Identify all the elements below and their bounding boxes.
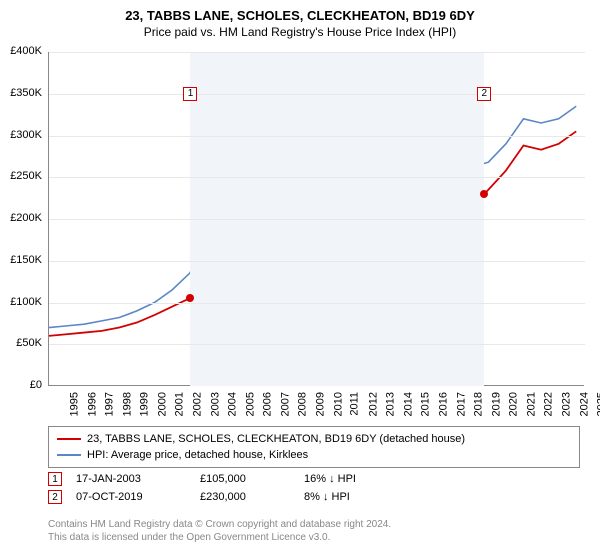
footer-attribution: Contains HM Land Registry data © Crown c…	[48, 518, 391, 544]
xtick-label: 2016	[438, 392, 450, 416]
xtick-label: 1998	[121, 392, 133, 416]
legend-box: 23, TABBS LANE, SCHOLES, CLECKHEATON, BD…	[48, 426, 580, 468]
xtick-label: 2018	[473, 392, 485, 416]
xtick-label: 2008	[297, 392, 309, 416]
legend-row: HPI: Average price, detached house, Kirk…	[57, 447, 571, 463]
xtick-label: 2020	[508, 392, 520, 416]
sale-marker-dot	[480, 190, 488, 198]
ytick-label: £250K	[0, 170, 42, 182]
xtick-label: 2017	[455, 392, 467, 416]
marker-delta: 16% ↓ HPI	[304, 473, 356, 485]
chart-titles: 23, TABBS LANE, SCHOLES, CLECKHEATON, BD…	[0, 0, 600, 39]
xtick-label: 2012	[367, 392, 379, 416]
title-sub: Price paid vs. HM Land Registry's House …	[0, 25, 600, 39]
legend-swatch	[57, 438, 81, 440]
gridline	[49, 344, 585, 345]
footer-line1: Contains HM Land Registry data © Crown c…	[48, 518, 391, 531]
xtick-label: 1995	[68, 392, 80, 416]
xtick-label: 2013	[385, 392, 397, 416]
footer-line2: This data is licensed under the Open Gov…	[48, 531, 391, 544]
xtick-label: 2025	[596, 392, 600, 416]
gridline	[49, 52, 585, 53]
marker-table: 1 17-JAN-2003 £105,000 16% ↓ HPI 2 07-OCT-201…	[48, 472, 584, 508]
xtick-label: 2011	[349, 392, 361, 416]
xtick-label: 1999	[139, 392, 151, 416]
xtick-label: 2009	[315, 392, 327, 416]
ytick-label: £100K	[0, 296, 42, 308]
chart-container: 23, TABBS LANE, SCHOLES, CLECKHEATON, BD…	[0, 0, 600, 560]
xtick-label: 2001	[174, 392, 186, 416]
xtick-label: 2000	[156, 392, 168, 416]
legend-label: HPI: Average price, detached house, Kirk…	[87, 447, 308, 463]
xtick-label: 2023	[561, 392, 573, 416]
xtick-label: 1997	[104, 392, 116, 416]
xtick-label: 2015	[420, 392, 432, 416]
xtick-label: 2010	[332, 392, 344, 416]
marker-date: 07-OCT-2019	[76, 491, 186, 503]
ytick-label: £350K	[0, 87, 42, 99]
marker-delta: 8% ↓ HPI	[304, 491, 350, 503]
ytick-label: £200K	[0, 212, 42, 224]
gridline	[49, 177, 585, 178]
marker-table-row: 2 07-OCT-2019 £230,000 8% ↓ HPI	[48, 490, 584, 504]
xtick-label: 2007	[279, 392, 291, 416]
sale-marker-label: 1	[183, 87, 197, 101]
gridline	[49, 303, 585, 304]
sale-marker-dot	[186, 294, 194, 302]
marker-price: £230,000	[200, 491, 290, 503]
plot-area: 12	[48, 52, 584, 386]
xtick-label: 2022	[543, 392, 555, 416]
gridline	[49, 136, 585, 137]
xtick-label: 2005	[244, 392, 256, 416]
ytick-label: £50K	[0, 337, 42, 349]
gridline	[49, 261, 585, 262]
marker-table-row: 1 17-JAN-2003 £105,000 16% ↓ HPI	[48, 472, 584, 486]
xtick-label: 2021	[525, 392, 537, 416]
xtick-label: 2019	[490, 392, 502, 416]
gridline	[49, 219, 585, 220]
xtick-label: 1996	[86, 392, 98, 416]
marker-price: £105,000	[200, 473, 290, 485]
legend-label: 23, TABBS LANE, SCHOLES, CLECKHEATON, BD…	[87, 431, 465, 447]
xtick-label: 2002	[192, 392, 204, 416]
marker-date: 17-JAN-2003	[76, 473, 186, 485]
xtick-label: 2003	[209, 392, 221, 416]
ytick-label: £150K	[0, 254, 42, 266]
ytick-label: £0	[0, 379, 42, 391]
xtick-label: 2014	[402, 392, 414, 416]
legend-swatch	[57, 454, 81, 456]
xtick-label: 2004	[227, 392, 239, 416]
title-main: 23, TABBS LANE, SCHOLES, CLECKHEATON, BD…	[0, 8, 600, 23]
legend-row: 23, TABBS LANE, SCHOLES, CLECKHEATON, BD…	[57, 431, 571, 447]
gridline	[49, 94, 585, 95]
marker-number-box: 2	[48, 490, 62, 504]
marker-number-box: 1	[48, 472, 62, 486]
sale-marker-label: 2	[477, 87, 491, 101]
xtick-label: 2024	[578, 392, 590, 416]
ytick-label: £300K	[0, 129, 42, 141]
ytick-label: £400K	[0, 45, 42, 57]
xtick-label: 2006	[262, 392, 274, 416]
